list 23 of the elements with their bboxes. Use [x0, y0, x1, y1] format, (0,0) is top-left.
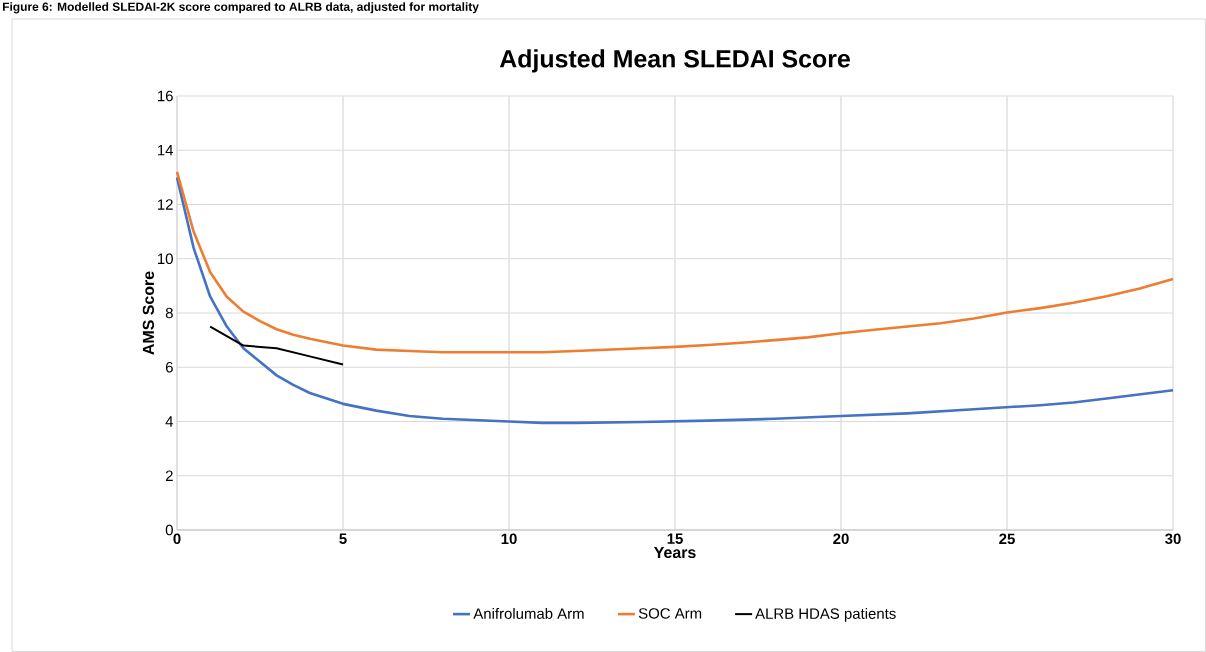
x-tick-label: 15: [667, 533, 683, 544]
chart-title: Adjusted Mean SLEDAI Score: [499, 49, 850, 73]
y-tick-label: 10: [158, 253, 173, 265]
x-axis-title: Years: [654, 546, 696, 559]
y-tick-label: 6: [165, 361, 173, 373]
legend-label: Anifrolumab Arm: [473, 607, 584, 619]
line-series: [209, 325, 345, 366]
y-tick-label: 12: [158, 199, 173, 210]
y-tick-label: 8: [165, 307, 173, 319]
x-tick-label: 25: [999, 533, 1015, 545]
legend-label: SOC Arm: [638, 608, 702, 619]
y-axis-title: AMS Score: [142, 271, 155, 355]
y-tick-label: 16: [158, 90, 173, 102]
y-tick-label: 0: [165, 524, 173, 536]
y-tick-label: 14: [158, 145, 174, 156]
y-tick-label: 4: [165, 416, 174, 427]
x-tick-label: 5: [339, 533, 347, 544]
caption: Figure 6: Modelled SLEDAI-2K score compared to ALRB data, adjusted for mortality: [3, 2, 479, 14]
x-tick-label: 30: [1165, 533, 1181, 545]
y-tick-label: 2: [165, 470, 173, 481]
x-tick-label: 20: [833, 533, 849, 545]
legend-label: ALRB HDAS patients: [755, 607, 896, 622]
x-tick-label: 10: [501, 533, 517, 545]
